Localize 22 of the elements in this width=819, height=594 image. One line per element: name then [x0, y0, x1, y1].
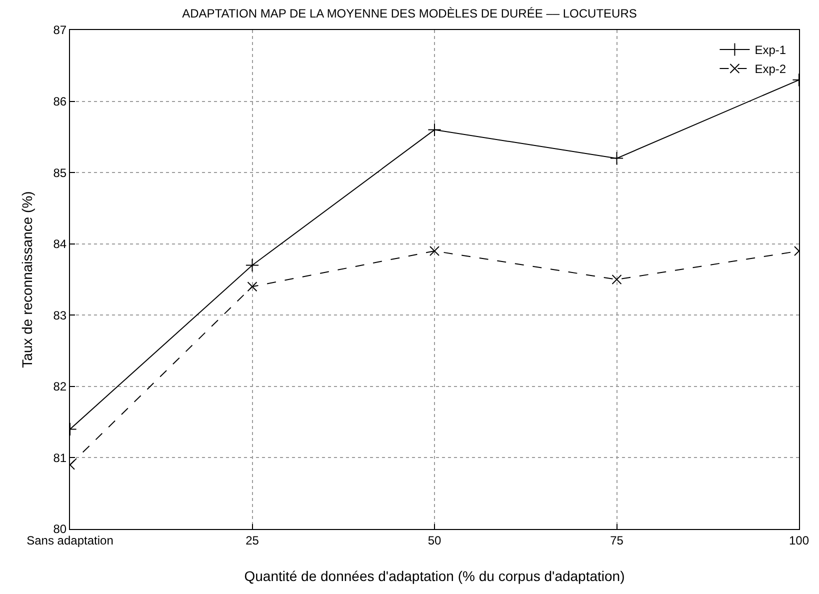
point: [610, 152, 624, 166]
y-axis-title: Taux de reconnaissance (%): [19, 191, 35, 368]
point: [430, 246, 440, 256]
x-tick-label: 25: [246, 533, 260, 548]
x-tick-label: 100: [788, 533, 810, 548]
point: [428, 123, 442, 137]
legend-label: Exp-2: [754, 62, 786, 76]
y-tick-label: 81: [53, 450, 67, 465]
y-tick-label: 82: [53, 380, 67, 394]
point: [247, 282, 258, 292]
x-axis-title: Quantité de données d'adaptation (% du corpus d'adaptation): [244, 568, 625, 584]
y-tick-label: 87: [53, 23, 67, 38]
x-tick-label: 50: [428, 533, 442, 548]
y-tick-label: 83: [53, 308, 67, 322]
legend-label: Exp-1: [754, 43, 786, 58]
point: [245, 258, 260, 272]
point: [612, 274, 622, 284]
chart-title: ADAPTATION MAP DE LA MOYENNE DES MODÈLES DE DURÉE –– LOCUTEURS: [182, 6, 637, 20]
y-tick-label: 86: [53, 94, 67, 108]
y-tick-label: 85: [53, 166, 67, 180]
y-tick-label: 84: [53, 237, 67, 252]
x-tick-label: 75: [610, 533, 624, 548]
